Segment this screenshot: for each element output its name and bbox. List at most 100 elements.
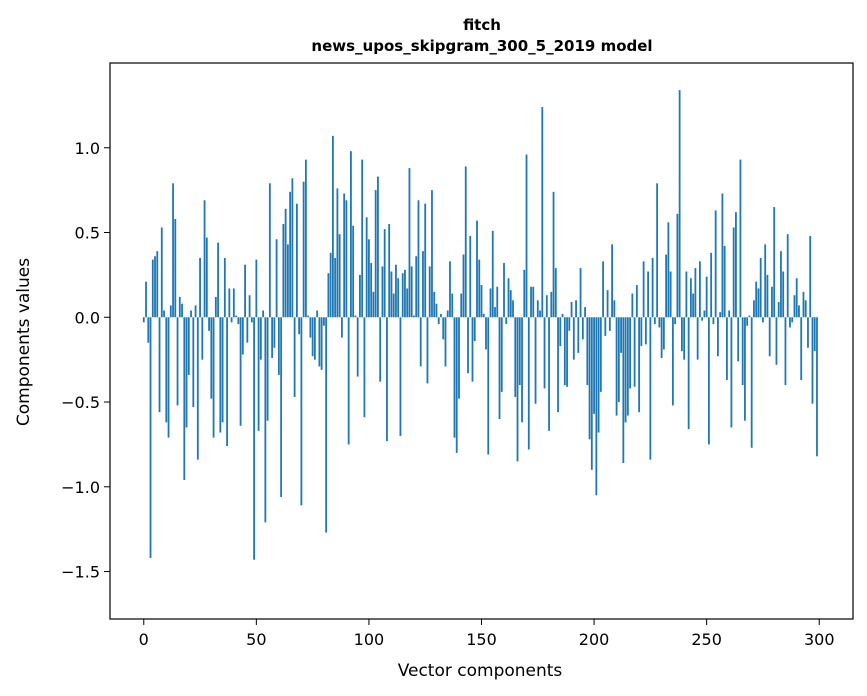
bar xyxy=(480,285,483,318)
bar xyxy=(599,317,602,392)
bar xyxy=(205,237,208,318)
bar xyxy=(374,190,377,318)
bar xyxy=(192,317,195,408)
y-tick-label: 0.0 xyxy=(75,308,100,327)
bar xyxy=(744,317,746,421)
bar xyxy=(676,213,679,318)
bar xyxy=(509,290,512,318)
x-tick-label: 0 xyxy=(139,630,149,649)
bar xyxy=(773,207,776,318)
bar xyxy=(230,317,233,323)
bar xyxy=(386,317,388,442)
bar xyxy=(784,317,787,386)
y-tick-label: 1.0 xyxy=(75,139,100,158)
bar xyxy=(512,300,514,318)
bar xyxy=(210,317,213,399)
bar xyxy=(757,288,760,318)
bar xyxy=(383,229,386,318)
bar xyxy=(284,208,287,318)
bar xyxy=(613,300,616,318)
bar xyxy=(408,168,411,318)
bar xyxy=(516,317,519,462)
bar xyxy=(172,183,174,318)
bar xyxy=(532,286,535,318)
bar xyxy=(469,235,472,318)
bar xyxy=(809,235,812,318)
bar xyxy=(683,317,686,360)
bar xyxy=(419,317,422,367)
bar xyxy=(494,307,496,318)
bar xyxy=(620,317,622,353)
bar xyxy=(309,317,312,338)
bar xyxy=(451,293,454,318)
bar xyxy=(187,317,190,375)
bar xyxy=(656,183,659,318)
bar xyxy=(608,317,611,331)
bar xyxy=(350,151,352,318)
y-tick-label: −1.0 xyxy=(61,478,100,497)
bar xyxy=(167,317,170,438)
bar xyxy=(444,317,447,367)
bar xyxy=(748,315,751,318)
bar xyxy=(687,317,690,430)
bar xyxy=(302,181,305,318)
bar xyxy=(766,274,769,318)
bar xyxy=(581,317,584,340)
bar xyxy=(343,193,346,318)
bar xyxy=(534,317,537,404)
bar xyxy=(163,310,165,318)
bar xyxy=(786,234,789,318)
bar xyxy=(286,244,289,318)
bar xyxy=(219,317,222,433)
bar xyxy=(426,317,429,384)
bar xyxy=(629,317,631,389)
bar xyxy=(318,317,321,367)
bar xyxy=(467,317,469,374)
bar xyxy=(280,317,283,497)
bar xyxy=(545,295,548,318)
bar xyxy=(388,224,391,318)
bar xyxy=(482,313,485,318)
bar xyxy=(354,315,357,318)
bar xyxy=(255,259,258,318)
bar xyxy=(217,242,219,318)
bar xyxy=(813,317,816,352)
bar xyxy=(755,281,758,318)
bar xyxy=(158,317,161,413)
bar xyxy=(527,317,530,450)
bar xyxy=(651,257,654,318)
bar xyxy=(449,261,451,318)
bar xyxy=(142,317,145,323)
bar xyxy=(212,317,215,438)
bar xyxy=(347,317,350,445)
bar xyxy=(649,317,652,460)
bar xyxy=(696,317,699,360)
bar xyxy=(232,288,235,318)
bar xyxy=(289,191,292,318)
bar xyxy=(804,300,807,318)
bar xyxy=(316,310,319,318)
bar xyxy=(235,315,237,318)
bar xyxy=(275,239,278,318)
bar xyxy=(194,305,197,318)
bar xyxy=(762,317,764,323)
bar xyxy=(160,227,163,318)
bar xyxy=(802,291,805,318)
bar xyxy=(147,317,150,343)
bar xyxy=(633,317,636,387)
bar xyxy=(433,291,436,318)
bar xyxy=(550,291,553,318)
bar xyxy=(764,244,767,318)
bar xyxy=(226,317,228,447)
bar xyxy=(455,317,458,453)
bar xyxy=(410,266,413,318)
bar xyxy=(728,310,731,318)
bar xyxy=(604,317,607,336)
bar xyxy=(487,317,490,455)
bar xyxy=(554,268,557,318)
bar xyxy=(300,317,303,506)
bar xyxy=(485,317,487,350)
bar xyxy=(320,317,323,370)
bar xyxy=(584,307,586,318)
bar xyxy=(248,295,251,318)
